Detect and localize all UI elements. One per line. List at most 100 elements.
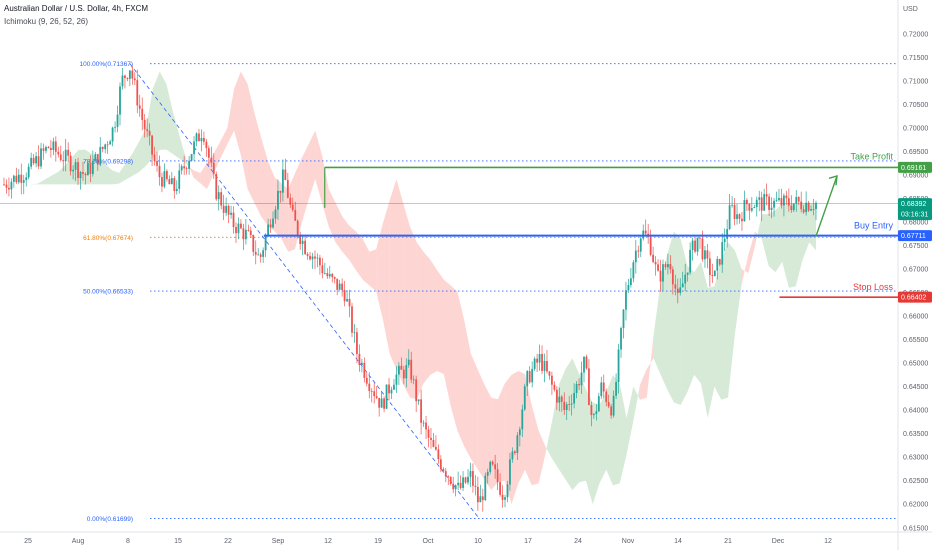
candle-body (74, 162, 77, 170)
candle-body (637, 250, 640, 252)
candle-body (691, 240, 694, 250)
candle-body (225, 205, 228, 213)
candle-body (20, 174, 23, 183)
cloud-segment (410, 226, 417, 400)
candle-body (264, 235, 267, 251)
candle-body (795, 197, 798, 204)
x-tick-label: 19 (374, 538, 382, 545)
candle-body (375, 396, 378, 398)
candle-body (489, 461, 492, 472)
x-tick-label: 17 (524, 538, 532, 545)
candle-body (331, 274, 334, 278)
candle-body (109, 141, 112, 145)
take-profit-tag-value: 0.69161 (901, 165, 926, 172)
candle-body (701, 238, 704, 260)
candle-body (217, 192, 220, 200)
cloud-segment (342, 216, 350, 260)
cloud-segment (700, 261, 708, 419)
candle-body (536, 358, 539, 363)
candle-body (504, 497, 506, 500)
candle-body (203, 137, 205, 142)
stop-loss-tag (898, 291, 932, 303)
cloud-segment (166, 84, 174, 155)
candle-body (546, 360, 548, 372)
cloud-segment (552, 384, 559, 470)
candle-body (481, 496, 484, 501)
cloud-segment (247, 84, 255, 203)
candle-body (753, 207, 756, 209)
candle-body (797, 197, 800, 202)
candle-body (501, 494, 504, 500)
candle-body (543, 360, 546, 371)
cloud-segment (585, 389, 593, 505)
candle-body (390, 389, 393, 394)
y-tick-label: 0.68000 (903, 220, 928, 227)
candle-body (200, 137, 203, 142)
stop-loss-tag-value: 0.66402 (901, 295, 926, 302)
cloud-segment (531, 405, 539, 486)
cloud-segment (105, 164, 113, 185)
cloud-segment (673, 231, 681, 405)
cloud-segment (491, 397, 498, 491)
candle-body (758, 197, 761, 200)
candle-body (291, 204, 294, 211)
candle-body (173, 178, 176, 191)
candle-body (632, 262, 635, 279)
candle-body (323, 273, 326, 274)
candle-body (437, 449, 440, 460)
indicator-label: Ichimoku (9, 26, 52, 26) (4, 17, 89, 26)
cloud-segment (579, 374, 586, 483)
candle-body (67, 149, 70, 156)
candle-body (679, 287, 682, 293)
cloud-segment (335, 202, 343, 252)
candle-body (551, 375, 553, 385)
cloud-segment (179, 137, 187, 165)
cloud-segment (795, 203, 803, 287)
candle-body (304, 240, 307, 255)
candle-body (311, 256, 314, 260)
candle-body (602, 382, 605, 392)
candle-body (91, 160, 94, 174)
y-tick-label: 0.64500 (903, 384, 928, 391)
cloud-segment (443, 279, 451, 406)
candle-body (642, 230, 645, 239)
cloud-segment (58, 165, 65, 185)
candle-body (563, 401, 566, 411)
candle-body (3, 184, 5, 186)
cloud-segment (613, 374, 620, 486)
cloud-segment (396, 179, 404, 385)
candle-body (671, 269, 674, 285)
candle-body (378, 397, 381, 408)
candle-body (400, 365, 403, 370)
candle-body (812, 209, 815, 210)
candle-body (42, 148, 45, 151)
cloud-segment (741, 254, 749, 285)
candle-body (10, 181, 13, 190)
cloud-segment (376, 223, 383, 320)
fib-level-label: 0.00%(0.61699) (87, 516, 133, 523)
candle-body (452, 483, 455, 490)
candle-body (402, 369, 405, 379)
candle-body (506, 484, 509, 498)
candle-body (395, 374, 398, 385)
last-price-tag-countdown: 03:16:31 (901, 212, 928, 219)
candle-body (541, 354, 543, 371)
x-tick-label: Oct (423, 538, 434, 545)
candle-body (141, 108, 144, 120)
cloud-segment (254, 112, 262, 217)
candle-body (126, 77, 129, 79)
candle-body (153, 154, 156, 161)
candle-body (622, 309, 625, 329)
candle-body (131, 70, 134, 79)
x-tick-label: 14 (674, 538, 682, 545)
candle-body (244, 229, 247, 240)
candle-body (590, 405, 593, 416)
candle-body (694, 240, 696, 252)
cloud-segment (186, 160, 194, 178)
cloud-segment (640, 368, 647, 400)
cloud-segment (687, 265, 695, 392)
candle-body (281, 169, 284, 193)
cloud-segment (619, 383, 627, 484)
